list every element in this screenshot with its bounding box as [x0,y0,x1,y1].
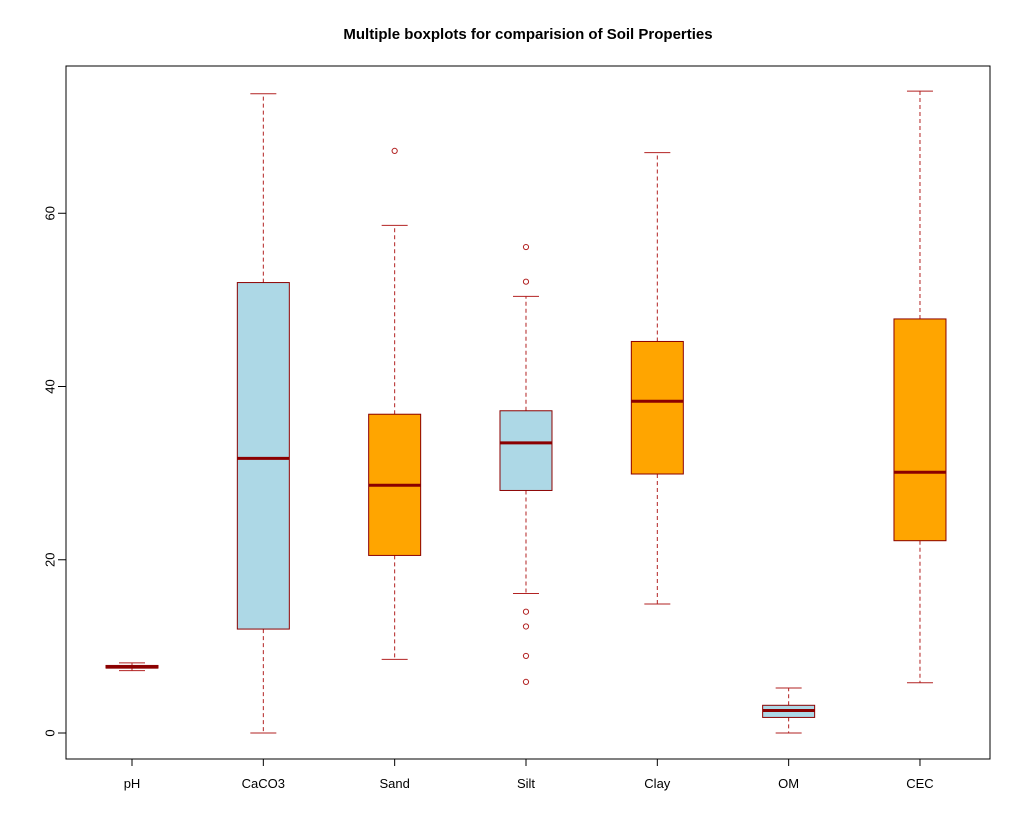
outlier-point [391,147,398,154]
box-sand [368,147,422,660]
outlier-point [522,278,530,285]
box-silt [499,243,553,686]
box-om [762,687,816,734]
x-tick-label: OM [778,776,799,791]
x-tick-label: CEC [906,776,933,791]
box-iqr [499,410,553,491]
chart-title: Multiple boxplots for comparision of Soi… [343,26,712,43]
y-tick-label: 40 [43,379,58,393]
x-tick-label: CaCO3 [242,776,285,791]
box-clay [630,152,684,605]
y-tick-label: 60 [43,206,58,220]
box-iqr [630,340,684,475]
y-tick-label: 0 [43,729,58,736]
outlier-point [522,678,530,686]
outlier-point [522,243,530,251]
outlier-point [522,652,530,660]
box-iqr [236,282,290,630]
x-tick-label: pH [124,776,141,791]
outlier-point [522,608,530,615]
y-axis: 0 20 40 60 [43,206,67,737]
y-tick-label: 20 [43,553,58,567]
x-axis: pH CaCO3 Sand Silt Clay OM CEC [124,759,934,791]
box-cec [893,90,947,684]
x-tick-label: Clay [644,776,671,791]
box-ph [105,662,159,672]
boxes-layer [105,90,947,734]
box-iqr [893,318,947,542]
x-tick-label: Sand [379,776,409,791]
outlier-point [522,623,530,630]
x-tick-label: Silt [517,776,535,791]
box-caco3 [236,93,290,734]
